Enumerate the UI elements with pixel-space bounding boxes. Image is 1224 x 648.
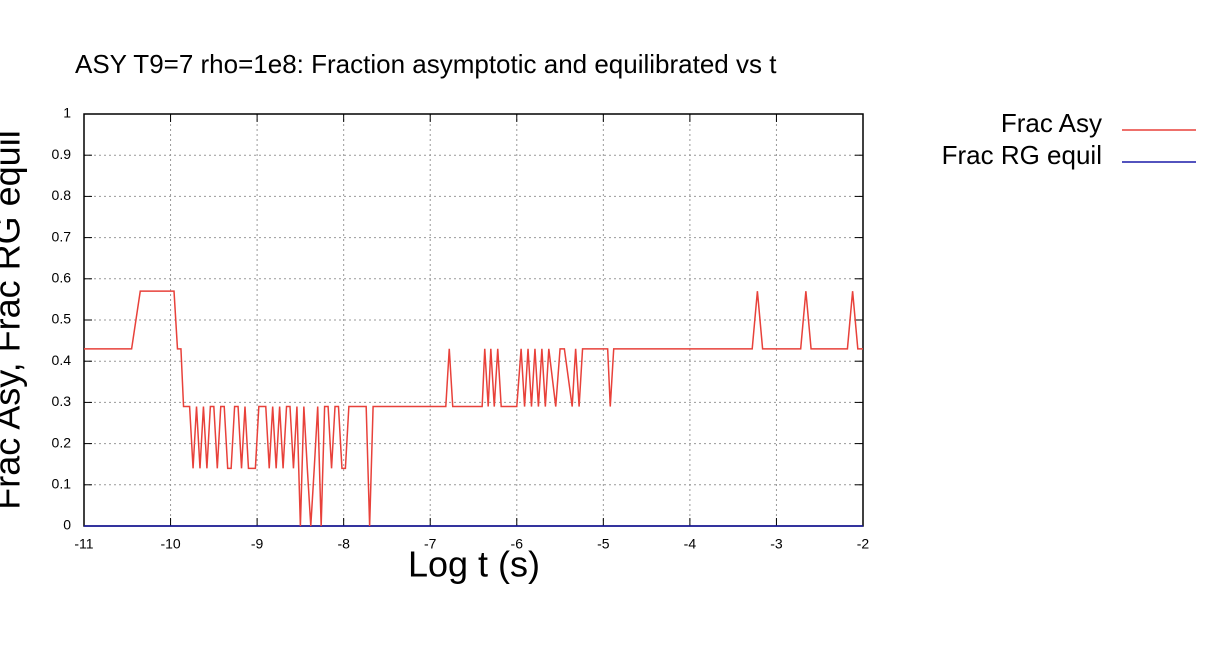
legend-label: Frac Asy (1001, 108, 1102, 138)
y-tick-label: 0.3 (52, 393, 72, 409)
x-tick-label: -10 (160, 536, 180, 552)
x-tick-label: -2 (857, 536, 870, 552)
y-tick-label: 0.5 (52, 311, 72, 327)
y-tick-label: 1 (63, 105, 71, 121)
x-tick-label: -8 (337, 536, 350, 552)
y-axis-label: Frac Asy, Frac RG equil (0, 130, 28, 509)
y-tick-label: 0.4 (52, 352, 72, 368)
y-tick-label: 0.6 (52, 270, 72, 286)
y-tick-label: 0.7 (52, 228, 72, 244)
y-tick-label: 0.1 (52, 476, 72, 492)
x-tick-label: -4 (684, 536, 697, 552)
x-tick-label: -11 (74, 536, 93, 552)
x-axis-label: Log t (s) (408, 544, 540, 585)
chart-title: ASY T9=7 rho=1e8: Fraction asymptotic an… (75, 49, 777, 79)
y-tick-label: 0.2 (52, 434, 72, 450)
legend-label: Frac RG equil (942, 140, 1102, 170)
x-tick-label: -6 (511, 536, 524, 552)
y-tick-label: 0 (63, 517, 71, 533)
x-tick-label: -5 (597, 536, 610, 552)
x-tick-label: -9 (251, 536, 264, 552)
y-tick-label: 0.9 (52, 146, 72, 162)
y-tick-label: 0.8 (52, 187, 72, 203)
x-tick-label: -7 (424, 536, 437, 552)
x-tick-label: -3 (770, 536, 783, 552)
data-line (84, 290, 863, 527)
